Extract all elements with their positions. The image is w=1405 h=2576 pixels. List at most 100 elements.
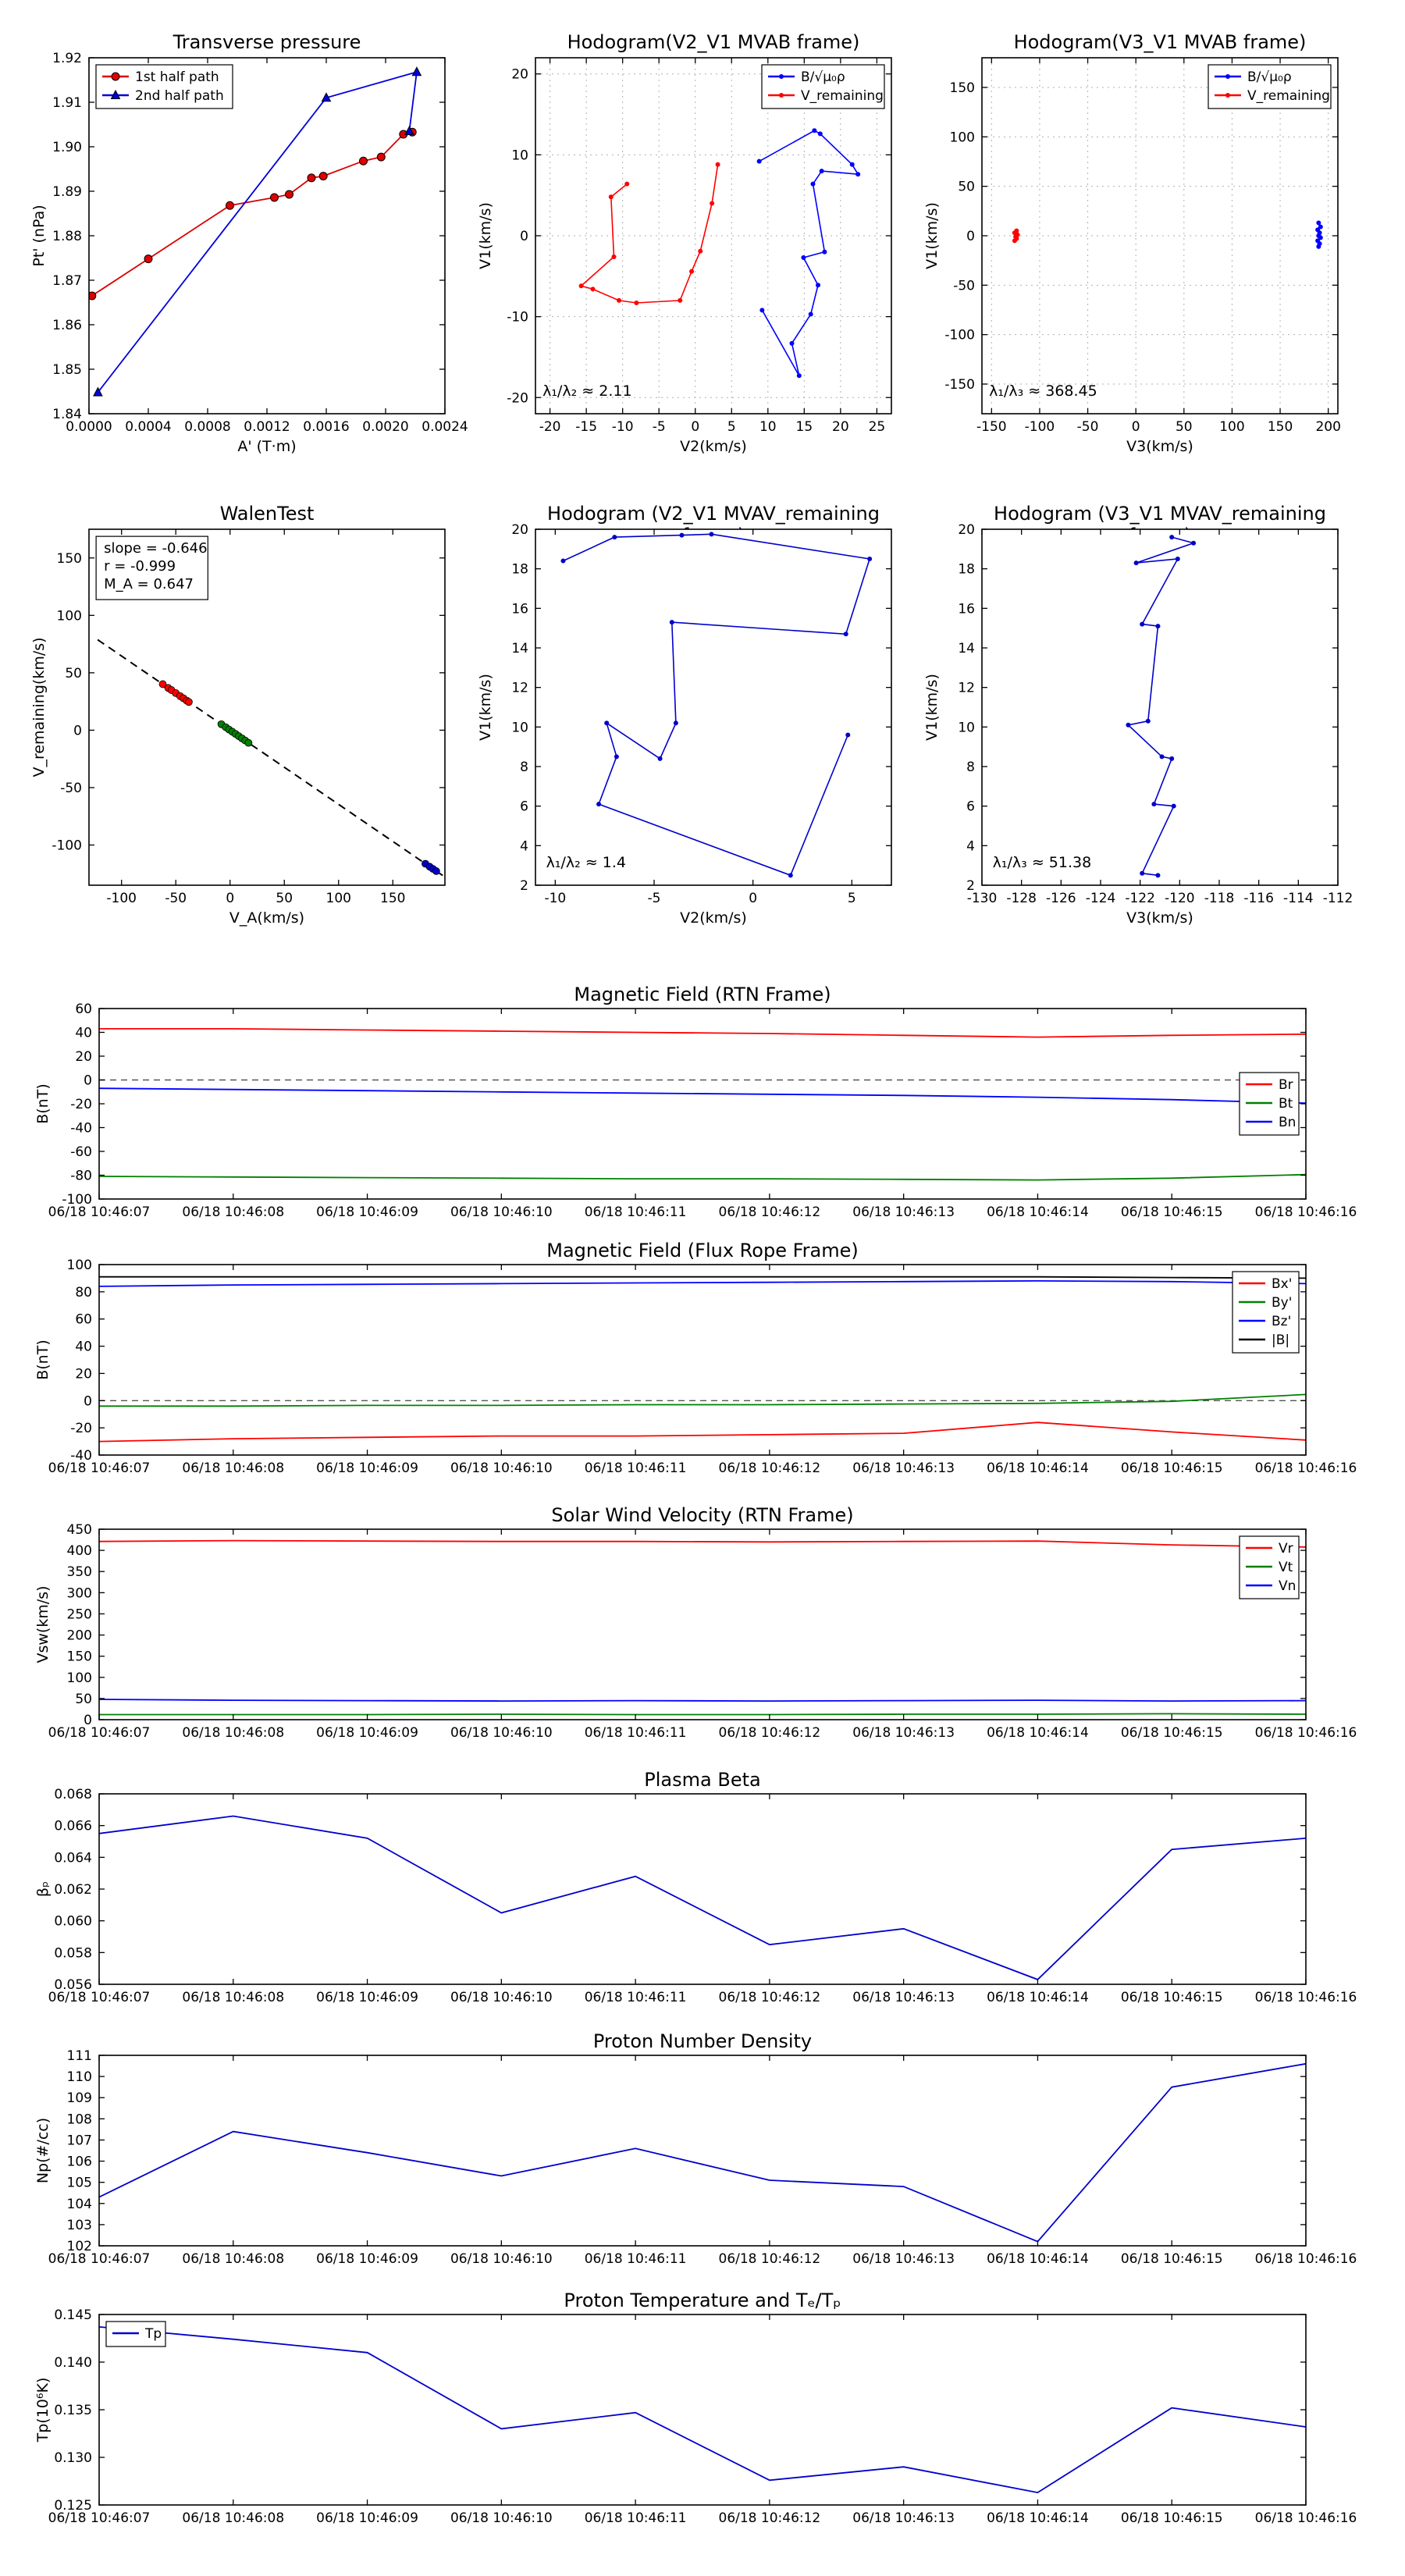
legend-label: Vn — [1279, 1578, 1296, 1594]
x-tick-label: 0.0000 — [66, 419, 112, 435]
plot-area — [89, 58, 445, 414]
y-tick-label: 0 — [73, 723, 82, 738]
y-tick-label: -150 — [944, 377, 975, 393]
marker — [578, 283, 584, 289]
x-tick-label: 50 — [1176, 419, 1193, 435]
y-tick-label: 0.125 — [54, 2498, 92, 2514]
x-tick-label: 06/18 10:46:11 — [585, 2251, 687, 2267]
panel-walen-test: WalenTest -100 -50 0 50 100 150 -100 -50 0 50 100 1… — [27, 501, 457, 932]
series-Br — [99, 1028, 1306, 1038]
y-tick-label: -20 — [507, 390, 528, 406]
y-tick-label: 100 — [57, 608, 82, 624]
marker — [111, 72, 120, 81]
y-tick-label: 450 — [67, 1522, 92, 1538]
marker — [801, 254, 806, 260]
series-Vt — [99, 1713, 1306, 1716]
marker — [817, 131, 823, 137]
x-tick-label: 5 — [848, 891, 856, 906]
y-tick-label: -50 — [953, 278, 975, 294]
marker — [596, 802, 602, 807]
y-tick-label: 106 — [67, 2154, 92, 2170]
legend-label: |B| — [1272, 1332, 1289, 1348]
marker — [560, 558, 566, 564]
legend-label: By' — [1272, 1295, 1292, 1311]
x-tick-label: 06/18 10:46:16 — [1255, 1204, 1357, 1220]
chart-proton-density: 06/18 10:46:07 06/18 10:46:08 06/18 10:46:… — [34, 2048, 1357, 2267]
y-tick-label: 0.064 — [54, 1850, 92, 1866]
y-tick-label: -80 — [70, 1169, 92, 1184]
chart-hodogram-v2v1-mvav: -10 -5 0 5 2 4 6 8 10 12 14 16 18 20 V2(km/s) V1(km/s) λ… — [477, 522, 892, 927]
y-tick-label: 0 — [84, 1073, 92, 1089]
chart-title: Magnetic Field (Flux Rope Frame) — [546, 1240, 859, 1261]
y-tick-label: 150 — [67, 1649, 92, 1665]
y-tick-label: 8 — [520, 760, 528, 775]
x-tick-label: 06/18 10:46:14 — [987, 1990, 1089, 2005]
x-tick-label: 0 — [749, 891, 757, 906]
series-|B| — [99, 1276, 1306, 1279]
marker — [715, 162, 720, 167]
y-tick-label: 100 — [950, 130, 975, 145]
x-tick-label: -124 — [1086, 891, 1116, 906]
marker — [1126, 722, 1131, 728]
x-tick-label: 06/18 10:46:14 — [987, 2251, 1089, 2267]
x-tick-label: 06/18 10:46:12 — [719, 1725, 821, 1741]
x-tick-label: 06/18 10:46:07 — [48, 1990, 151, 2005]
panel-hodogram-v2v1-mvav: Hodogram (V2_V1 MVAV_remaining frame) -1… — [473, 501, 904, 932]
x-tick-label: 06/18 10:46:15 — [1121, 1461, 1223, 1476]
y-tick-label: 0.135 — [54, 2403, 92, 2418]
annotation: λ₁/λ₂ ≈ 1.4 — [546, 854, 626, 871]
x-tick-label: -100 — [1025, 419, 1055, 435]
panel-transverse-pressure: Transverse pressure 0.0000 0.0004 0.0008 0.… — [27, 30, 468, 461]
x-tick-label: 06/18 10:46:09 — [316, 2251, 418, 2267]
marker — [1140, 621, 1145, 627]
y-tick-label: 250 — [67, 1606, 92, 1622]
y-tick-label: -40 — [70, 1448, 92, 1464]
x-tick-label: 06/18 10:46:11 — [585, 2510, 687, 2526]
marker — [89, 291, 97, 301]
series-group — [578, 128, 861, 379]
x-tick-label: 06/18 10:46:12 — [719, 1204, 821, 1220]
marker — [608, 194, 614, 200]
x-tick-label: 06/18 10:46:15 — [1121, 2251, 1223, 2267]
y-tick-label: 350 — [67, 1564, 92, 1580]
x-tick-label: 06/18 10:46:12 — [719, 1461, 821, 1476]
x-tick-label: -10 — [544, 891, 566, 906]
marker — [1133, 560, 1139, 566]
x-axis-label: V3(km/s) — [1126, 438, 1193, 455]
panel-magnetic-field-rtn: Magnetic Field (RTN Frame) 06/18 10:46:0… — [25, 982, 1357, 1221]
y-tick-label: 4 — [520, 838, 528, 854]
y-tick-label: 16 — [958, 601, 975, 617]
x-tick-label: 06/18 10:46:09 — [316, 2510, 418, 2526]
y-tick-label: 10 — [511, 148, 528, 163]
marker — [679, 532, 685, 538]
series-fit-line — [97, 639, 443, 877]
x-tick-label: 06/18 10:46:13 — [852, 2510, 955, 2526]
y-axis-label: Vsw(km/s) — [34, 1585, 52, 1663]
y-tick-label: 1.86 — [52, 318, 82, 333]
x-tick-label: 06/18 10:46:13 — [852, 1990, 955, 2005]
x-tick-label: 06/18 10:46:15 — [1121, 1990, 1223, 2005]
x-tick-label: 06/18 10:46:10 — [450, 2510, 553, 2526]
marker — [779, 93, 784, 98]
chart-title: WalenTest — [219, 503, 315, 525]
y-tick-label: 0.060 — [54, 1914, 92, 1930]
x-tick-label: -128 — [1006, 891, 1037, 906]
x-tick-label: 06/18 10:46:13 — [852, 1725, 955, 1741]
y-tick-label: 0.145 — [54, 2307, 92, 2323]
marker — [1012, 238, 1017, 244]
series-group — [560, 532, 873, 878]
legend: Vr Vt Vn — [1239, 1535, 1300, 1599]
axes-frame — [98, 1264, 1307, 1456]
marker — [1155, 873, 1161, 878]
y-axis-label: Tp(10⁶K) — [34, 2378, 52, 2443]
x-tick-label: 06/18 10:46:14 — [987, 1461, 1089, 1476]
y-tick-label: 20 — [511, 522, 528, 538]
chart-plasma-beta: 06/18 10:46:07 06/18 10:46:08 06/18 10:46:… — [34, 1787, 1357, 2005]
marker — [1171, 803, 1176, 809]
series-group — [99, 1539, 1306, 1716]
plot-area — [535, 58, 891, 414]
x-tick-label: 100 — [326, 891, 351, 906]
marker — [404, 125, 414, 136]
axes-frame — [981, 528, 1339, 886]
y-tick-label: 1.91 — [52, 95, 82, 111]
